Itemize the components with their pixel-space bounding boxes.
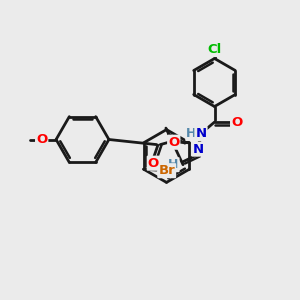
- Text: O: O: [168, 136, 179, 149]
- Text: Br: Br: [158, 164, 175, 177]
- Text: O: O: [231, 116, 242, 129]
- Text: Cl: Cl: [207, 43, 222, 56]
- Text: H: H: [186, 127, 197, 140]
- Text: N: N: [195, 127, 207, 140]
- Text: O: O: [36, 133, 47, 146]
- Text: N: N: [192, 142, 204, 156]
- Text: O: O: [148, 157, 159, 170]
- Text: H: H: [168, 158, 178, 171]
